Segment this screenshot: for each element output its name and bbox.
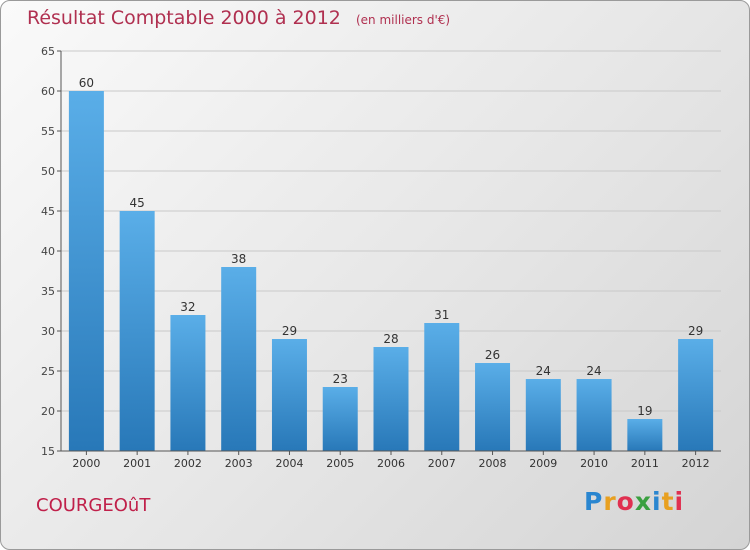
- y-tick-label: 15: [41, 445, 55, 458]
- x-tick-label: 2004: [275, 457, 303, 470]
- x-tick-label: 2008: [479, 457, 507, 470]
- proxiti-logo: Proxiti: [584, 487, 684, 516]
- logo-letter: r: [603, 487, 617, 516]
- bar-value-label: 23: [333, 372, 348, 386]
- bar-value-label: 29: [688, 324, 703, 338]
- bar-value-label: 28: [383, 332, 398, 346]
- x-tick-label: 2001: [123, 457, 151, 470]
- bar-value-label: 31: [434, 308, 449, 322]
- chart-title: Résultat Comptable 2000 à 2012: [27, 7, 341, 29]
- bar-2004: [271, 339, 307, 451]
- y-tick-label: 50: [41, 165, 55, 178]
- y-tick-label: 45: [41, 205, 55, 218]
- chart-subtitle: (en milliers d'€): [355, 13, 451, 27]
- y-tick-label: 20: [41, 405, 55, 418]
- y-tick-label: 55: [41, 125, 55, 138]
- y-tick-label: 25: [41, 365, 55, 378]
- x-tick-label: 2006: [377, 457, 405, 470]
- bar-value-label: 60: [79, 76, 94, 90]
- bar-value-label: 32: [180, 300, 195, 314]
- bar-2003: [221, 267, 257, 451]
- bar-value-label: 26: [485, 348, 500, 362]
- y-tick-label: 35: [41, 285, 55, 298]
- logo-letter: i: [652, 487, 662, 516]
- bar-2005: [322, 387, 358, 451]
- x-tick-label: 2009: [529, 457, 557, 470]
- x-tick-label: 2007: [428, 457, 456, 470]
- logo-letter: i: [674, 487, 685, 516]
- title-row: Résultat Comptable 2000 à 2012 (en milli…: [27, 7, 450, 29]
- x-tick-label: 2012: [682, 457, 710, 470]
- bar-value-label: 24: [536, 364, 551, 378]
- logo-letter: P: [584, 487, 604, 516]
- bar-value-label: 45: [130, 196, 145, 210]
- bar-value-label: 19: [637, 404, 652, 418]
- y-tick-label: 65: [41, 45, 55, 58]
- bar-2007: [424, 323, 460, 451]
- commune-name: COURGEOûT: [36, 495, 151, 516]
- bar-2000: [68, 91, 104, 451]
- bar-2009: [525, 379, 561, 451]
- bar-2010: [576, 379, 612, 451]
- y-tick-label: 40: [41, 245, 55, 258]
- y-tick-label: 60: [41, 85, 55, 98]
- x-tick-label: 2000: [72, 457, 100, 470]
- logo-letter: o: [616, 487, 635, 516]
- x-tick-label: 2010: [580, 457, 608, 470]
- logo-letter: x: [634, 487, 652, 516]
- y-tick-label: 30: [41, 325, 55, 338]
- bar-2001: [119, 211, 155, 451]
- bar-2012: [678, 339, 714, 451]
- bar-2011: [627, 419, 663, 451]
- bar-value-label: 29: [282, 324, 297, 338]
- bar-value-label: 38: [231, 252, 246, 266]
- x-tick-label: 2002: [174, 457, 202, 470]
- x-tick-label: 2011: [631, 457, 659, 470]
- x-tick-label: 2003: [225, 457, 253, 470]
- bar-value-label: 24: [586, 364, 601, 378]
- x-tick-label: 2005: [326, 457, 354, 470]
- logo-letter: t: [661, 487, 675, 516]
- bar-2002: [170, 315, 206, 451]
- bar-2006: [373, 347, 409, 451]
- bar-2008: [475, 363, 511, 451]
